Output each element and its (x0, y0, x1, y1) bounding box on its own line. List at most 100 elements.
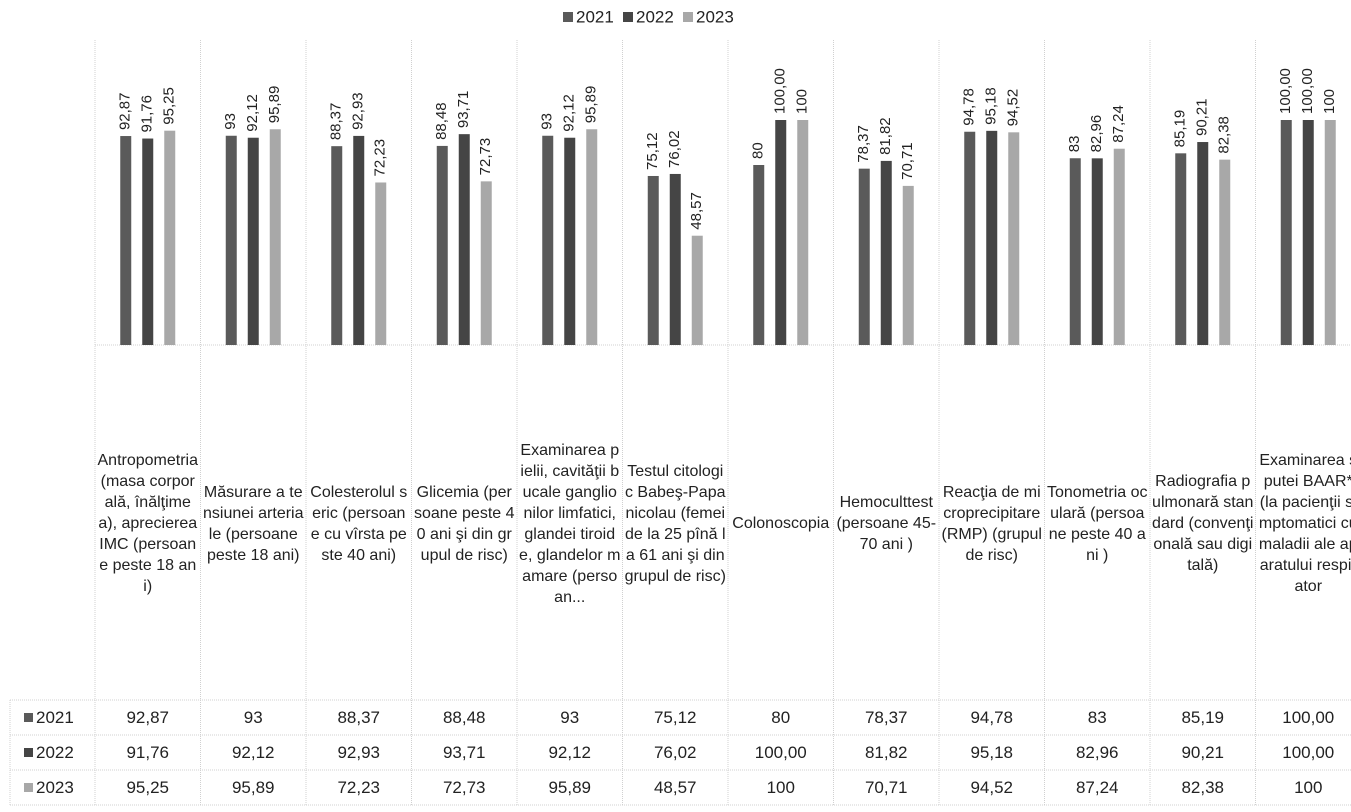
category-label: Testul citologic Babeş-Papanicolau (feme… (624, 462, 726, 585)
legend-key (24, 783, 33, 792)
bar (1091, 158, 1103, 345)
table-cell: 93 (560, 707, 580, 727)
table-series-name: 2023 (36, 777, 74, 797)
bar (858, 168, 870, 345)
table-cell: 72,23 (337, 777, 381, 797)
data-label: 95,89 (266, 86, 283, 124)
category-label: Măsurare a tensiunei arteriale (persoane… (203, 483, 304, 564)
data-label: 80 (750, 142, 767, 159)
legend-swatch (563, 12, 573, 22)
table-cell: 92,12 (548, 742, 592, 762)
data-label: 94,52 (1005, 89, 1022, 127)
table-cell: 91,76 (126, 742, 170, 762)
category-label: Reacţia de microprecipitare (RMP) (grupu… (941, 483, 1042, 564)
table-cell: 78,37 (864, 707, 908, 727)
table-cell: 87,24 (1075, 777, 1119, 797)
bar (1175, 153, 1187, 345)
category-label: Hemoculttest (persoane 45-70 ani ) (836, 494, 937, 553)
category-label: Radiografia pulmonară standard (convenţi… (1152, 473, 1254, 574)
table-cell: 100,00 (1282, 742, 1335, 762)
data-label: 95,25 (161, 87, 178, 125)
bar (647, 175, 659, 345)
table-cell: 82,38 (1181, 777, 1225, 797)
data-label: 85,19 (1172, 110, 1189, 148)
table-cell: 92,93 (337, 742, 381, 762)
category-label: Glicemia (persoane peste 40 ani şi din g… (413, 483, 515, 564)
table-cell: 48,57 (653, 777, 697, 797)
table-row-header: 2023 (10, 770, 95, 805)
table-cell: 72,73 (442, 777, 486, 797)
data-label: 70,71 (899, 142, 916, 180)
data-label: 88,48 (433, 102, 450, 140)
table-cell: 94,52 (970, 777, 1014, 797)
data-label: 76,02 (666, 130, 683, 168)
table-cell: 93 (243, 707, 263, 727)
data-label: 72,23 (372, 139, 389, 177)
data-label: 81,82 (877, 117, 894, 155)
legend-label: 2022 (636, 7, 674, 26)
data-label: 90,21 (1194, 98, 1211, 136)
bar (331, 146, 343, 345)
category-label: Examinarea sputei BAAR* (la pacienţii si… (1258, 452, 1351, 595)
bar (542, 135, 554, 345)
table-cell: 93,71 (442, 742, 486, 762)
bar (586, 129, 598, 345)
bar (269, 129, 281, 345)
table-cell: 82,96 (1075, 742, 1119, 762)
bar (986, 130, 998, 345)
table-series-name: 2022 (36, 742, 74, 762)
table-cell: 95,18 (970, 742, 1014, 762)
bar (375, 182, 387, 345)
bar (964, 131, 976, 345)
data-label: 93 (539, 113, 556, 130)
bar (1113, 148, 1125, 345)
bar (142, 138, 154, 345)
table-cell: 81,82 (864, 742, 908, 762)
table-cell: 92,12 (231, 742, 275, 762)
data-label: 93,71 (455, 91, 472, 129)
table-cell: 100,00 (1282, 707, 1335, 727)
bar (775, 120, 787, 345)
bar (1280, 120, 1292, 345)
data-label: 72,73 (477, 138, 494, 176)
data-label: 87,24 (1110, 105, 1127, 143)
category-label: Examinarea pielii, cavităţii bucale gang… (519, 441, 621, 606)
bar (247, 137, 259, 345)
data-label: 83 (1066, 136, 1083, 153)
data-label: 100,00 (1277, 68, 1294, 114)
bar (669, 173, 681, 345)
bar (902, 185, 914, 345)
bar (164, 130, 176, 345)
table-cell: 95,25 (126, 777, 170, 797)
table-cell: 100 (1294, 777, 1323, 797)
table-cell: 88,37 (337, 707, 381, 727)
bar (880, 160, 892, 345)
table-cell: 100,00 (754, 742, 807, 762)
data-label: 92,12 (244, 94, 261, 132)
bar (691, 235, 703, 345)
bar (1324, 120, 1336, 345)
data-label: 91,76 (139, 95, 156, 133)
table-cell: 88,48 (442, 707, 486, 727)
data-label: 94,78 (961, 88, 978, 126)
table-row-header: 2021 (10, 700, 95, 735)
data-label: 82,38 (1216, 116, 1233, 154)
legend-label: 2021 (576, 7, 614, 26)
table-cell: 95,89 (231, 777, 275, 797)
data-label: 48,57 (688, 192, 705, 230)
category-label: Colonoscopia (732, 515, 830, 532)
bar (797, 120, 809, 345)
table-series-name: 2021 (36, 707, 74, 727)
bar (436, 145, 448, 345)
category-label: Tonometria oculară (persoane peste 40 an… (1047, 483, 1148, 564)
table-cell: 80 (771, 707, 791, 727)
table-cell: 70,71 (864, 777, 908, 797)
table-cell: 83 (1087, 707, 1107, 727)
bar (353, 135, 365, 345)
table-cell: 90,21 (1181, 742, 1225, 762)
bar (1197, 142, 1209, 345)
bar (1302, 120, 1314, 345)
table-row-header: 2022 (10, 735, 95, 770)
